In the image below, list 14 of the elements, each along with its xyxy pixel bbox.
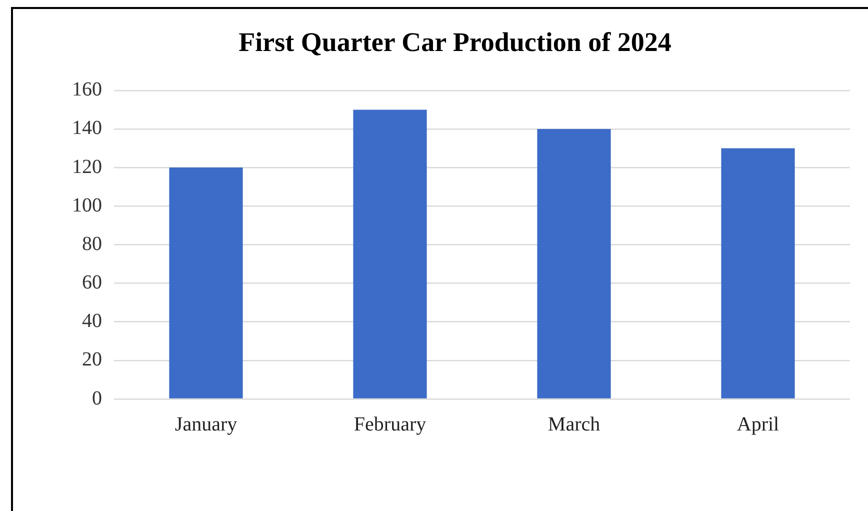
- y-tick-label: 0: [92, 387, 102, 410]
- y-tick-label: 80: [82, 232, 102, 255]
- x-tick-label: March: [548, 413, 600, 436]
- chart-title: First Quarter Car Production of 2024: [238, 27, 672, 58]
- x-tick-label: February: [354, 413, 426, 436]
- y-tick-label: 20: [82, 348, 102, 371]
- y-tick-label: 140: [72, 117, 102, 140]
- x-tick-label: April: [736, 413, 780, 436]
- x-tick-label: January: [174, 413, 238, 436]
- y-tick-label: 40: [82, 310, 102, 332]
- y-tick-label: 100: [72, 194, 102, 216]
- y-tick-label: 160: [72, 78, 102, 101]
- y-tick-label: 120: [72, 156, 102, 178]
- y-tick-label: 60: [82, 272, 102, 294]
